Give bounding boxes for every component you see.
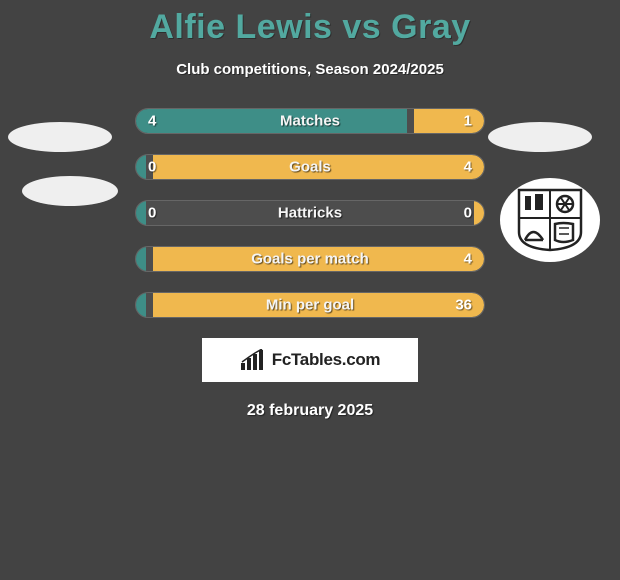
bar-right xyxy=(153,247,484,271)
value-right: 36 xyxy=(455,297,472,314)
player-left-badge-2 xyxy=(22,176,118,206)
stat-row: 04Goals xyxy=(135,154,485,180)
stat-row: 0 0Hattricks xyxy=(135,200,485,226)
bar-left xyxy=(136,201,146,225)
bar-right xyxy=(414,109,484,133)
bar-left xyxy=(136,155,146,179)
bar-right xyxy=(153,155,484,179)
value-right: 1 xyxy=(464,113,472,130)
bar-left xyxy=(136,109,407,133)
bar-left xyxy=(136,247,146,271)
brand-box: FcTables.com xyxy=(202,338,418,382)
row-label: Hattricks xyxy=(136,205,484,222)
date-line: 28 february 2025 xyxy=(0,402,620,420)
value-right: 4 xyxy=(464,251,472,268)
bar-left xyxy=(136,293,146,317)
bar-right xyxy=(153,293,484,317)
page-title: Alfie Lewis vs Gray xyxy=(0,0,620,47)
player-right-badge-1 xyxy=(488,122,592,152)
player-left-badge-1 xyxy=(8,122,112,152)
value-left: 0 xyxy=(148,205,156,222)
bar-right xyxy=(474,201,484,225)
brand-text: FcTables.com xyxy=(272,350,381,370)
stats-rows-container: 41Matches04Goals00Hattricks4Goals per ma… xyxy=(135,108,485,318)
stat-row: 36Min per goal xyxy=(135,292,485,318)
value-left: 0 xyxy=(148,159,156,176)
subtitle: Club competitions, Season 2024/2025 xyxy=(0,61,620,78)
value-right: 0 xyxy=(464,205,472,222)
value-left: 4 xyxy=(148,113,156,130)
bar-chart-icon xyxy=(240,349,266,371)
stat-row: 4Goals per match xyxy=(135,246,485,272)
club-crest-icon xyxy=(500,178,600,262)
stat-row: 41Matches xyxy=(135,108,485,134)
value-right: 4 xyxy=(464,159,472,176)
